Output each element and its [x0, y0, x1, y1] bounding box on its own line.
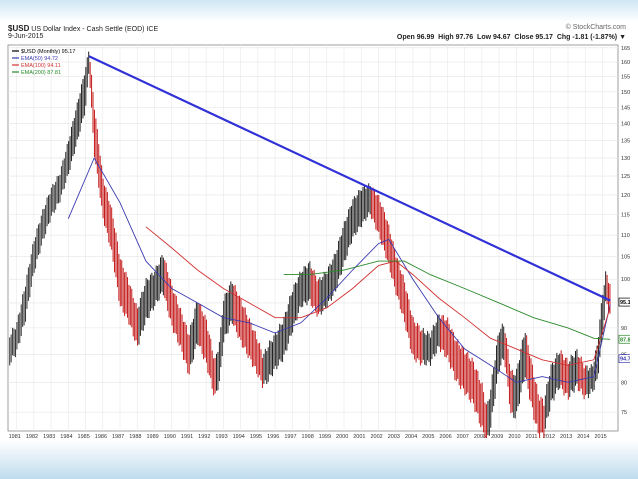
x-tick-label: 2008: [474, 434, 486, 438]
price-chart: 1981 1982 1983 1984 1985 1986 1987 1988 1989 1990…: [7, 44, 630, 438]
x-tick-label: 2011: [526, 434, 538, 438]
chart-date: 9-Jun-2015: [8, 33, 44, 40]
ema50-line: [67, 156, 611, 383]
x-tick-label: 1994: [233, 434, 245, 438]
stat-chg: Chg -1.81 (-1.87%) ▼: [556, 34, 626, 41]
x-tick-label: 1990: [164, 434, 176, 438]
x-tick-label: 2010: [508, 434, 520, 438]
x-tick-label: 2006: [439, 434, 451, 438]
y-tick-label: 155: [621, 75, 630, 81]
value-tag-label: 95.17: [620, 300, 630, 306]
price-stats: Open 96.99 High 97.76 Low 94.67 Close 95…: [397, 34, 626, 41]
stat-low: Low 94.67: [477, 34, 511, 41]
y-tick-label: 120: [621, 193, 630, 199]
x-tick-label: 2001: [353, 434, 365, 438]
chart-title-text: US Dollar Index - Cash Settle (EOD) ICE: [31, 26, 159, 33]
chart-title: $USD US Dollar Index - Cash Settle (EOD)…: [8, 24, 158, 33]
x-tick-label: 1996: [267, 434, 279, 438]
trend-line: [88, 55, 611, 302]
x-tick-label: 1999: [319, 434, 331, 438]
y-tick-label: 150: [621, 90, 630, 96]
x-tick-label: 2012: [543, 434, 555, 438]
x-tick-label: 1984: [60, 434, 72, 438]
stat-high: High 97.76: [438, 34, 474, 41]
x-tick-label: 1985: [78, 434, 90, 438]
y-tick-label: 160: [621, 60, 630, 66]
value-tag-box: [618, 297, 630, 307]
trend-line-group: [88, 55, 611, 302]
x-tick-label: 1987: [112, 434, 124, 438]
x-tick-label: 1981: [9, 434, 21, 438]
x-tick-label: 2014: [577, 434, 589, 438]
y-tick-label: 110: [621, 233, 630, 239]
x-tick-label: 2002: [370, 434, 382, 438]
y-tick-label: 125: [621, 174, 630, 180]
y-tick-label: 80: [621, 380, 627, 386]
x-tick-label: 1986: [95, 434, 107, 438]
x-tick-label: 1993: [215, 434, 227, 438]
y-tick-label: 130: [621, 156, 630, 162]
y-tick-label: 145: [621, 106, 630, 112]
price-bars: [9, 51, 611, 438]
ema-lines: [67, 156, 611, 383]
chart-panel: $USD US Dollar Index - Cash Settle (EOD)…: [6, 22, 630, 438]
x-tick-label: 2013: [560, 434, 572, 438]
x-tick-label: 2004: [405, 434, 417, 438]
legend-label: $USD (Monthly) 95.17: [21, 49, 75, 55]
x-axis-labels: 1981 1982 1983 1984 1985 1986 1987 1988 1989 1990…: [9, 434, 607, 438]
x-tick-label: 2007: [457, 434, 469, 438]
x-tick-label: 2000: [336, 434, 348, 438]
x-tick-label: 1992: [198, 434, 210, 438]
stat-open: Open 96.99: [396, 34, 435, 41]
x-tick-label: 1998: [302, 434, 314, 438]
value-tag-label: 94.72: [620, 357, 630, 363]
x-tick-label: 1983: [43, 434, 55, 438]
source-credit: © StockCharts.com: [565, 24, 626, 31]
legend-label: EMA(100) 94.11: [21, 63, 61, 69]
value-tag-box: [618, 334, 630, 344]
y-tick-label: 115: [621, 213, 630, 219]
value-tags: 95.17 87.81 94.72: [618, 297, 630, 364]
y-tick-label: 90: [621, 326, 627, 332]
chart-symbol: $USD: [8, 24, 30, 33]
slide-top-band: [0, 0, 638, 22]
x-tick-label: 1997: [284, 434, 296, 438]
value-tag-label: 87.81: [620, 337, 630, 343]
stat-close: Close 95.17: [514, 34, 553, 41]
legend-label: EMA(50) 94.72: [21, 56, 58, 62]
plot-border: [7, 44, 619, 432]
x-tick-label: 2003: [388, 434, 400, 438]
x-tick-label: 1995: [250, 434, 262, 438]
x-tick-label: 1991: [181, 434, 193, 438]
y-tick-label: 140: [621, 122, 630, 128]
value-tag-box: [618, 354, 630, 364]
x-tick-label: 1989: [146, 434, 158, 438]
legend-label: EMA(200) 87.81: [21, 70, 61, 76]
y-tick-label: 100: [621, 277, 630, 283]
ema100-line: [145, 226, 611, 366]
y-tick-label: 105: [621, 255, 630, 261]
x-tick-label: 2015: [594, 434, 606, 438]
y-tick-label: 135: [621, 139, 630, 145]
x-tick-label: 2009: [491, 434, 503, 438]
y-tick-label: 75: [621, 410, 627, 416]
x-tick-label: 2005: [422, 434, 434, 438]
x-tick-label: 1982: [26, 434, 38, 438]
slide-bottom-band: [0, 440, 638, 479]
ema200-line: [283, 260, 611, 340]
x-tick-label: 1988: [129, 434, 141, 438]
y-tick-label: 165: [621, 46, 630, 52]
